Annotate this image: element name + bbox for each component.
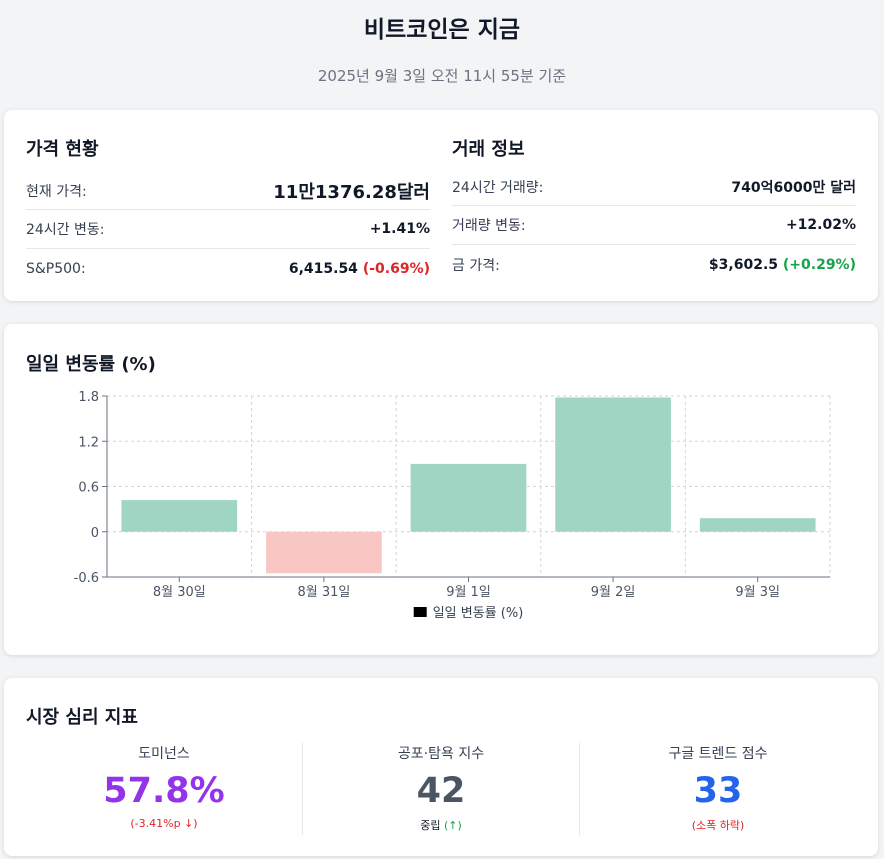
x-tick-label: 8월 31일 (297, 585, 350, 600)
sentiment-title: 시장 심리 지표 (26, 707, 138, 728)
sp500-value-group: 6,415.54 (-0.69%) (289, 261, 430, 277)
trade-section-title: 거래 정보 (452, 139, 525, 160)
price-info-card: 가격 현황 현재 가격: 11만1376.28달러 24시간 변동: +1.41… (4, 110, 878, 301)
gold-value: $3,602.5 (708, 256, 779, 273)
x-tick-label: 9월 1일 (446, 585, 491, 600)
sp500-row: S&P500: 6,415.54 (-0.69%) (26, 249, 430, 288)
x-tick-label: 9월 3일 (735, 585, 780, 600)
page-subtitle: 2025년 9월 3일 오전 11시 55분 기준 (317, 67, 567, 85)
sentiment-card: 시장 심리 지표 도미넌스 57.8% (-3.41%p ↓) 공포·탐욕 지수… (4, 678, 878, 856)
dominance-label: 도미넌스 (138, 746, 190, 762)
y-tick-label: 0.6 (78, 481, 99, 496)
daily-change-chart-card: 일일 변동률 (%) 1.8 1.2 0.6 0 -0.6 8월 30일 8월 31일 9월 … (4, 324, 878, 655)
fear-greed-arrow: (↑) (443, 819, 462, 832)
google-trends-value: 33 (693, 771, 743, 811)
metric-divider (302, 743, 303, 835)
sp500-value: 6,415.54 (288, 260, 358, 277)
volume-label: 24시간 거래량: (452, 179, 544, 196)
gold-row: 금 가격: $3,602.5 (+0.29%) (452, 245, 856, 284)
price-section-title: 가격 현황 (26, 139, 99, 160)
chart-title: 일일 변동률 (%) (26, 354, 156, 375)
volume-row: 24시간 거래량: 740억6000만 달러 (452, 168, 856, 206)
sp500-label: S&P500: (26, 260, 86, 277)
change-24h-value: +1.41% (369, 221, 430, 237)
change-24h-row: 24시간 변동: +1.41% (26, 210, 430, 249)
y-tick-label: -0.6 (74, 571, 99, 586)
google-trends-metric: 구글 트렌드 점수 33 (소폭 하락) (580, 743, 856, 833)
legend-label: 일일 변동률 (%) (433, 606, 524, 621)
x-tick-label: 9월 2일 (591, 585, 636, 600)
current-price-row: 현재 가격: 11만1376.28달러 (26, 172, 430, 210)
fear-greed-value: 42 (416, 771, 466, 811)
fear-greed-label: 공포·탐욕 지수 (397, 746, 485, 762)
gold-label: 금 가격: (452, 257, 500, 274)
dominance-change: (-3.41%p ↓) (130, 817, 198, 830)
bar (555, 397, 671, 532)
current-price-value: 11만1376.28달러 (273, 181, 430, 203)
daily-change-chart: 1.8 1.2 0.6 0 -0.6 8월 30일 8월 31일 9월 1일 9월 2일 9월 3… (74, 390, 831, 621)
google-trends-label: 구글 트렌드 점수 (668, 746, 768, 762)
change-24h-label: 24시간 변동: (26, 222, 105, 238)
page-title: 비트코인은 지금 (363, 17, 521, 43)
fear-greed-word: 중립 (420, 819, 441, 832)
dominance-metric: 도미넌스 57.8% (-3.41%p ↓) (26, 743, 302, 830)
current-price-label: 현재 가격: (26, 183, 87, 200)
volume-change-label: 거래량 변동: (452, 218, 526, 234)
legend-swatch (413, 607, 427, 617)
fear-greed-metric: 공포·탐욕 지수 42 중립 (↑) (303, 743, 579, 833)
y-tick-label: 1.8 (78, 390, 99, 405)
bar (410, 463, 527, 532)
sp500-change: (-0.69%) (362, 260, 430, 277)
dominance-value: 57.8% (103, 771, 225, 811)
bar (699, 518, 816, 532)
volume-change-row: 거래량 변동: +12.02% (452, 206, 856, 245)
fear-greed-status: 중립 (↑) (303, 817, 579, 833)
x-tick-label: 8월 30일 (153, 585, 206, 600)
y-tick-label: 0 (91, 526, 99, 541)
google-trends-change: (소폭 하락) (691, 819, 745, 832)
gold-change: (+0.29%) (782, 256, 856, 273)
y-tick-label: 1.2 (78, 435, 99, 450)
volume-change-value: +12.02% (785, 217, 856, 233)
bar (266, 531, 382, 574)
gold-value-group: $3,602.5 (+0.29%) (709, 257, 856, 273)
volume-value: 740억6000만 달러 (731, 179, 856, 196)
bar (121, 500, 238, 532)
metric-divider (579, 743, 580, 835)
